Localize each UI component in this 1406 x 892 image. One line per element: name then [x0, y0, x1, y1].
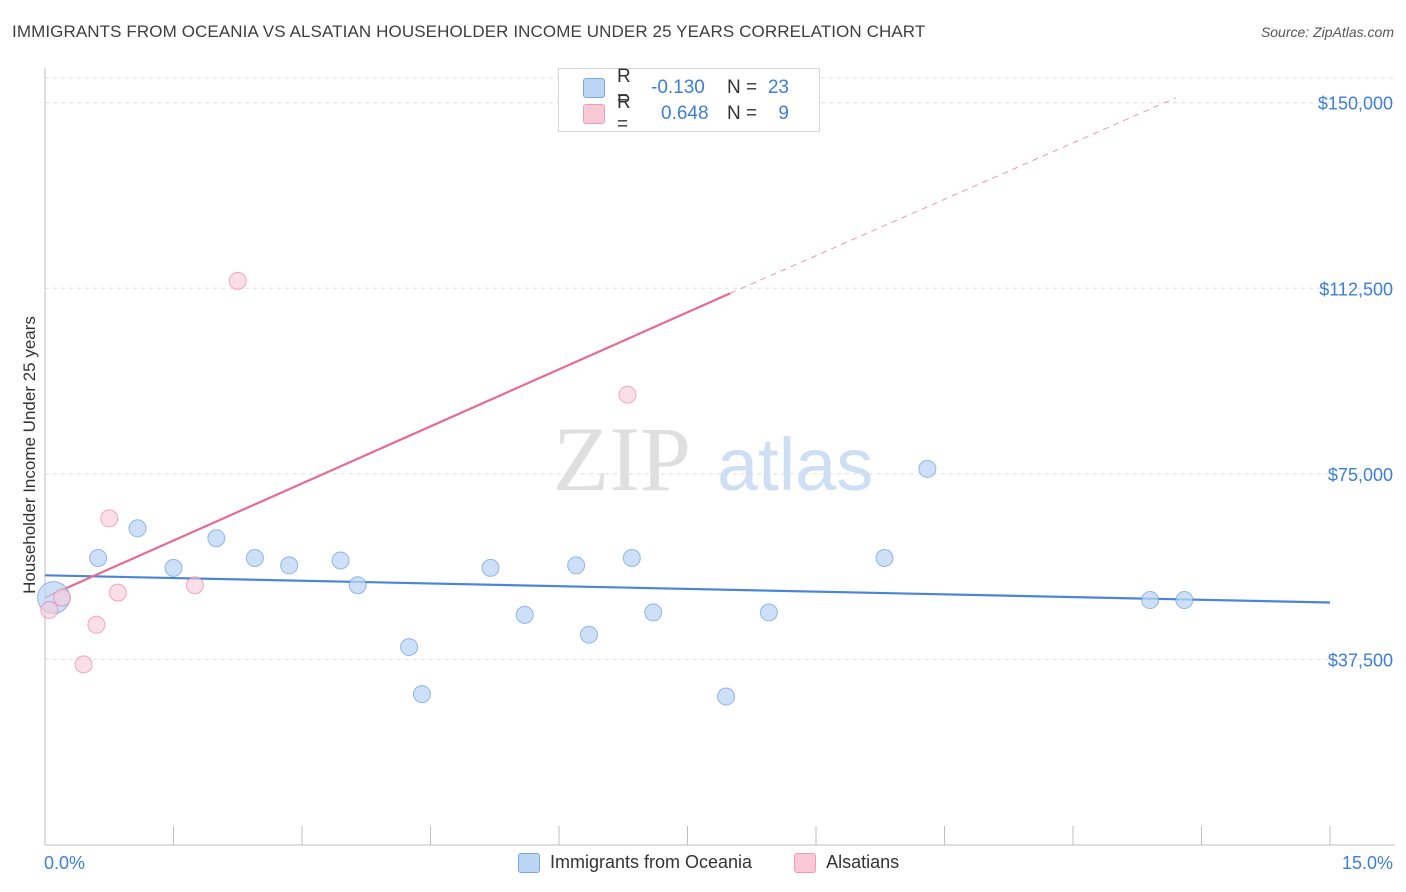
point-series0-9	[400, 638, 419, 657]
point-series0-19	[875, 548, 894, 567]
point-series1-2	[74, 655, 93, 674]
legend-r-label: R =	[617, 92, 631, 135]
trend-line-0	[44, 574, 1331, 604]
point-series0-14	[579, 625, 598, 644]
legend-n-value: 9	[778, 103, 789, 124]
bottom-legend-swatch-oceania	[518, 852, 540, 873]
point-series0-5	[245, 548, 264, 567]
point-series0-10	[412, 685, 431, 704]
point-series0-17	[717, 687, 736, 706]
point-series0-21	[1141, 591, 1160, 610]
bottom-legend-label-alsatians: Alsatians	[826, 852, 900, 872]
y-tick-labels: $37,500 $75,000 $112,500 $150,000	[1318, 94, 1393, 671]
legend-box: R = -0.130 N = 23 R = 0.648 N = 9	[558, 66, 820, 135]
point-series0-1	[89, 548, 108, 567]
watermark-zip: ZIP	[553, 408, 691, 510]
trend-extension-1	[730, 97, 1177, 294]
bottom-legend-label-oceania: Immigrants from Oceania	[550, 852, 753, 872]
data-points	[37, 271, 1194, 706]
point-series1-7	[228, 271, 247, 290]
bottom-legend-item-oceania: Immigrants from Oceania	[518, 852, 752, 873]
bottom-legend-item-alsatians: Alsatians	[794, 852, 899, 873]
point-series0-8	[348, 576, 367, 595]
watermark-atlas: atlas	[717, 423, 873, 506]
watermark: ZIP atlas	[553, 408, 873, 510]
point-series1-3	[87, 615, 106, 634]
legend-swatch-oceania	[583, 78, 605, 98]
chart-title: IMMIGRANTS FROM OCEANIA VS ALSATIAN HOUS…	[12, 22, 926, 41]
point-series0-16	[644, 603, 663, 622]
point-series0-15	[622, 548, 641, 567]
x-tick-label-max: 15.0%	[1342, 853, 1393, 873]
y-tick-label-3: $150,000	[1318, 94, 1393, 114]
bottom-legend-swatch-alsatians	[794, 852, 817, 873]
legend-r-value: -0.130	[651, 77, 705, 98]
point-series1-8	[618, 385, 637, 404]
axes	[44, 68, 1395, 846]
point-series0-4	[207, 529, 226, 548]
point-series1-1	[53, 588, 72, 607]
bottom-legend: Immigrants from Oceania Alsatians	[518, 852, 941, 873]
point-series0-6	[280, 556, 299, 575]
y-tick-label-2: $112,500	[1319, 279, 1393, 299]
point-series0-22	[1175, 591, 1194, 610]
y-tick-label-0: $37,500	[1328, 650, 1393, 670]
point-series0-13	[567, 556, 586, 575]
point-series0-20	[918, 459, 937, 478]
trend-lines	[44, 97, 1331, 604]
grid-lines	[45, 77, 1395, 660]
legend-row-alsatians: R = 0.648 N = 9	[583, 92, 789, 135]
point-series1-0	[40, 600, 59, 619]
source-label: Source: ZipAtlas.com	[1260, 24, 1394, 40]
point-series0-2	[128, 519, 147, 538]
x-tick-label-min: 0.0%	[44, 853, 85, 873]
point-series0-3	[164, 558, 183, 577]
point-series1-6	[185, 576, 204, 595]
point-series0-7	[331, 551, 350, 570]
legend-row-oceania: R = -0.130 N = 23	[583, 66, 789, 109]
legend-n-label: N =	[727, 77, 758, 98]
point-series0-11	[481, 558, 500, 577]
trend-line-1	[44, 292, 731, 599]
point-series1-4	[100, 509, 119, 528]
legend-r-value: 0.648	[661, 103, 709, 124]
y-axis-label: Householder Income Under 25 years	[20, 316, 39, 594]
point-series1-5	[108, 583, 127, 602]
x-tick-labels: 0.0% 15.0%	[44, 853, 1393, 873]
legend-r-label: R =	[617, 66, 631, 109]
legend-swatch-alsatians	[583, 104, 605, 124]
y-tick-label-1: $75,000	[1328, 465, 1393, 485]
legend-n-value: 23	[767, 77, 789, 98]
point-series0-12	[515, 605, 534, 624]
point-series0-18	[759, 603, 778, 622]
legend-n-label: N =	[727, 103, 758, 124]
